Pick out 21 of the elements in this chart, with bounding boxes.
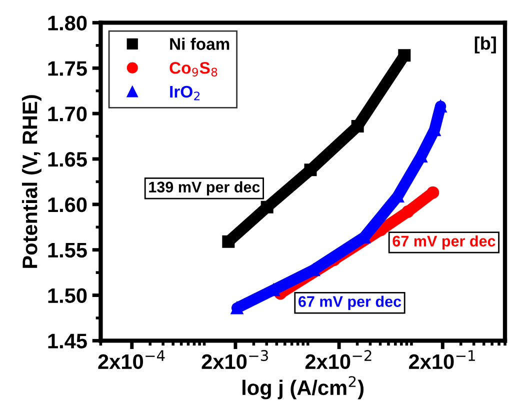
y-tick-label: 1.70 <box>48 106 87 122</box>
x-axis-title: log j (A/cm$^{2}$) <box>242 376 364 400</box>
legend-label: Ni foam <box>170 38 230 50</box>
annotation: [b] <box>474 36 496 54</box>
y-tick-label: 1.65 <box>48 152 87 167</box>
legend-label: IrO$_{2}$ <box>170 86 200 100</box>
annotation: 67 mV per dec <box>298 296 402 310</box>
x-tick-label: 2x10$^{−3}$ <box>202 350 268 370</box>
y-tick-label: 1.45 <box>48 334 87 348</box>
y-tick-label: 1.55 <box>48 243 87 258</box>
annotation: 139 mV per dec <box>149 181 260 196</box>
x-tick-label: 2x10$^{−2}$ <box>305 350 372 370</box>
legend-label: Co$_{9}$S$_{8}$ <box>170 62 218 77</box>
x-tick-label: 2x10$^{−4}$ <box>98 350 165 370</box>
y-axis-title: Potential (V, RHE) <box>22 95 42 268</box>
y-tick-label: 1.80 <box>48 16 87 30</box>
y-tick-label: 1.50 <box>48 288 87 304</box>
annotation: 67 mV per dec <box>392 235 496 250</box>
y-tick-label: 1.75 <box>48 61 87 76</box>
x-tick-label: 2x10$^{−1}$ <box>408 350 475 370</box>
y-tick-label: 1.60 <box>48 197 87 212</box>
